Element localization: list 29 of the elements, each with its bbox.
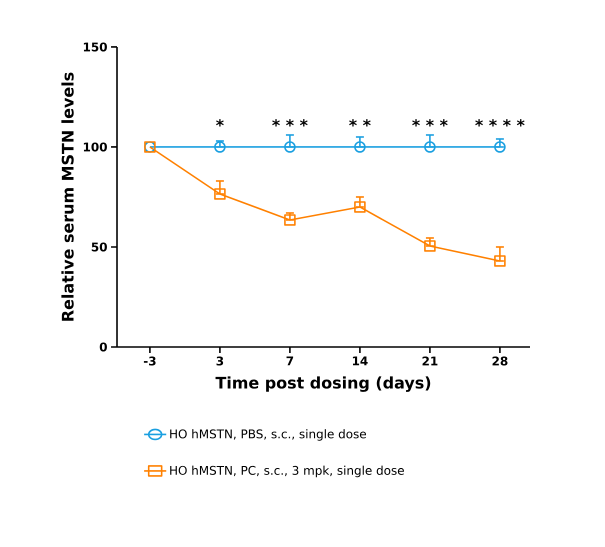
legend-label: HO hMSTN, PBS, s.c., single dose [170,429,366,441]
x-tick-label: 14 [352,356,368,366]
point [214,188,226,200]
y-tick-label: 50 [92,242,107,252]
x-tick-label: 28 [492,356,508,366]
point [354,141,366,153]
point [424,141,436,153]
point [424,240,436,252]
y-tick-label: 0 [100,342,107,352]
legend-label: HO hMSTN, PC, s.c., 3 mpk, single dose [170,466,404,478]
y-tick-label: 100 [84,142,107,152]
annotation: * [216,119,224,126]
x-tick-label: 3 [216,356,224,366]
point [284,214,296,226]
annotation: * * * [272,119,308,126]
point [214,141,226,153]
annotation: * * * [412,119,448,126]
y-tick-label: 150 [84,42,107,52]
x-tick-label: 7 [286,356,294,366]
x-axis-title: Time post dosing (days) [216,376,430,392]
annotation: * * [349,119,371,126]
point [494,141,506,153]
point [494,255,506,267]
point [354,201,366,213]
annotation: * * * * [475,119,525,126]
y-axis-title: Relative serum MSTN levels [61,72,74,321]
x-tick-label: -3 [144,356,156,366]
x-tick-label: 21 [422,356,438,366]
point [284,141,296,153]
